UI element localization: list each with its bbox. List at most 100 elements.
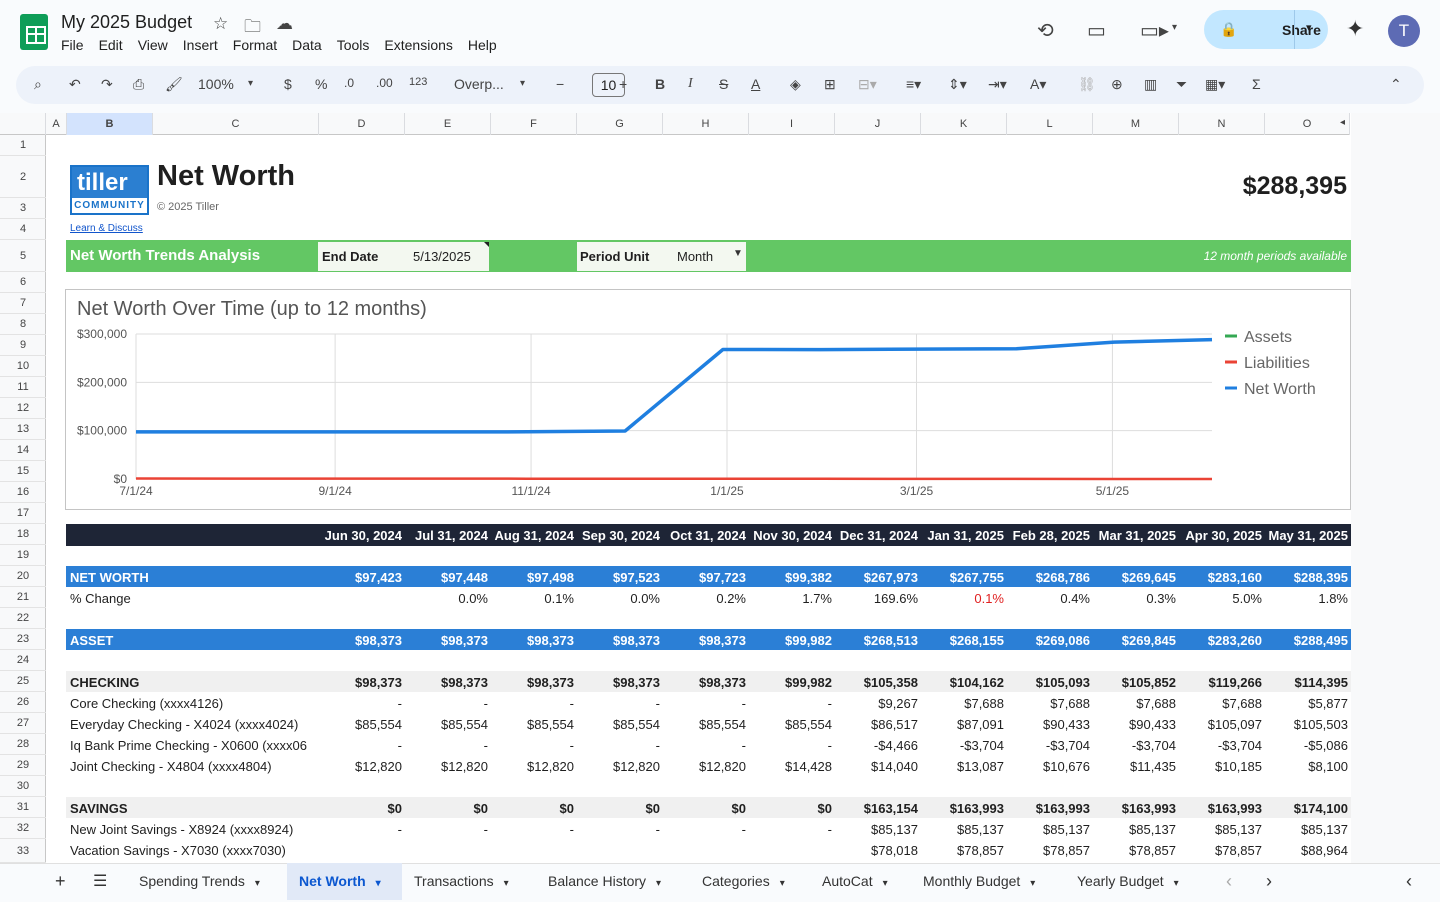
- table-cell[interactable]: $288,495: [1293, 633, 1348, 648]
- row-number[interactable]: 12: [0, 398, 46, 419]
- table-cell[interactable]: 0.4%: [1060, 591, 1090, 606]
- table-cell[interactable]: $98,373: [527, 675, 574, 690]
- table-cell[interactable]: $78,857: [1043, 843, 1090, 858]
- col-header-selected[interactable]: B: [67, 113, 153, 135]
- add-sheet-icon[interactable]: +: [55, 871, 66, 891]
- col-header[interactable]: N: [1179, 113, 1265, 135]
- table-cell[interactable]: -: [397, 738, 402, 753]
- row-number[interactable]: 1: [0, 135, 46, 156]
- currency-format[interactable]: $: [284, 76, 292, 92]
- table-cell[interactable]: $7,688: [1136, 696, 1176, 711]
- table-cell[interactable]: 1.7%: [802, 591, 832, 606]
- font-select[interactable]: Overp...: [454, 76, 504, 92]
- decrease-font-size-icon[interactable]: −: [556, 76, 565, 92]
- col-header[interactable]: O: [1265, 113, 1350, 135]
- avatar[interactable]: T: [1388, 15, 1420, 47]
- row-number[interactable]: 7: [0, 293, 46, 314]
- table-cell[interactable]: -$3,704: [1045, 738, 1090, 753]
- table-cell[interactable]: $10,676: [1043, 759, 1090, 774]
- document-title[interactable]: My 2025 Budget: [61, 12, 193, 32]
- table-cell[interactable]: $105,358: [863, 675, 918, 690]
- percent-format[interactable]: %: [315, 76, 328, 92]
- tabs-scroll-right-icon[interactable]: ›: [1266, 871, 1272, 891]
- table-cell[interactable]: -: [569, 738, 574, 753]
- table-cell[interactable]: $85,137: [1043, 822, 1090, 837]
- row-number[interactable]: 28: [0, 734, 46, 755]
- table-cell[interactable]: $7,688: [1050, 696, 1090, 711]
- col-header[interactable]: D: [319, 113, 405, 135]
- table-cell[interactable]: $98,373: [613, 633, 660, 648]
- row-number[interactable]: 32: [0, 818, 46, 839]
- table-cell[interactable]: $98,373: [699, 675, 746, 690]
- table-cell[interactable]: $85,554: [441, 717, 488, 732]
- comments-icon[interactable]: ▭: [1087, 20, 1106, 42]
- increase-decimal[interactable]: .00: [376, 76, 393, 90]
- table-cell[interactable]: $0: [387, 801, 402, 816]
- redo-icon[interactable]: ↷: [101, 76, 113, 92]
- vertical-align-icon[interactable]: ⇕▾: [948, 76, 967, 92]
- row-number[interactable]: 29: [0, 755, 46, 776]
- tab-autocat[interactable]: AutoCat ▾: [822, 873, 888, 889]
- horizontal-align-icon[interactable]: ≡▾: [906, 76, 922, 92]
- table-cell[interactable]: $10,185: [1215, 759, 1262, 774]
- table-cell[interactable]: 5.0%: [1232, 591, 1262, 606]
- col-header[interactable]: F: [491, 113, 577, 135]
- table-cell[interactable]: $268,786: [1035, 570, 1090, 585]
- row-number[interactable]: 26: [0, 692, 46, 713]
- table-cell[interactable]: $78,857: [1129, 843, 1176, 858]
- table-cell[interactable]: $283,260: [1207, 633, 1262, 648]
- increase-font-size-icon[interactable]: +: [619, 76, 628, 92]
- table-cell[interactable]: -$3,704: [1217, 738, 1262, 753]
- table-cell[interactable]: $78,857: [1215, 843, 1262, 858]
- select-all-corner[interactable]: [0, 113, 46, 135]
- search-menus-icon[interactable]: ⌕: [34, 76, 42, 92]
- move-folder-icon[interactable]: 🗀: [244, 17, 261, 36]
- table-cell[interactable]: $163,993: [1121, 801, 1176, 816]
- menu-tools[interactable]: Tools: [336, 37, 370, 53]
- undo-icon[interactable]: ↶: [69, 76, 81, 92]
- table-cell[interactable]: $0: [473, 801, 488, 816]
- col-header[interactable]: M: [1093, 113, 1179, 135]
- merge-cells-icon[interactable]: ⊟▾: [858, 76, 877, 92]
- fill-color-icon[interactable]: ◈: [790, 76, 801, 92]
- row-number[interactable]: 14: [0, 440, 46, 461]
- table-cell[interactable]: $163,993: [1035, 801, 1090, 816]
- table-cell[interactable]: 0.0%: [458, 591, 488, 606]
- table-cell[interactable]: $163,993: [1207, 801, 1262, 816]
- learn-discuss-link[interactable]: Learn & Discuss: [70, 223, 143, 234]
- sheets-logo[interactable]: [20, 14, 48, 50]
- meet-icon[interactable]: ▭▸: [1140, 20, 1169, 42]
- scroll-left-columns-icon[interactable]: ◂: [1340, 117, 1346, 128]
- table-cell[interactable]: $7,688: [964, 696, 1004, 711]
- table-cell[interactable]: -: [483, 696, 488, 711]
- print-icon[interactable]: ⎙: [133, 76, 145, 92]
- table-cell[interactable]: $0: [645, 801, 660, 816]
- table-cell[interactable]: $163,154: [863, 801, 918, 816]
- row-number[interactable]: 15: [0, 461, 46, 482]
- table-cell[interactable]: 0.0%: [630, 591, 660, 606]
- table-cell[interactable]: -: [827, 696, 832, 711]
- table-cell[interactable]: $85,554: [527, 717, 574, 732]
- col-header[interactable]: H: [663, 113, 749, 135]
- paint-format-icon[interactable]: 🖌: [165, 76, 183, 92]
- table-cell[interactable]: $85,554: [785, 717, 832, 732]
- menu-data[interactable]: Data: [292, 37, 322, 53]
- table-cell[interactable]: $87,091: [957, 717, 1004, 732]
- table-cell[interactable]: $268,513: [863, 633, 918, 648]
- collapse-toolbar-icon[interactable]: ⌃: [1390, 76, 1402, 92]
- cloud-status-icon[interactable]: ☁: [276, 14, 293, 33]
- table-cell[interactable]: -: [397, 696, 402, 711]
- table-cell[interactable]: $97,498: [527, 570, 574, 585]
- row-number[interactable]: 20: [0, 566, 46, 587]
- table-cell[interactable]: $85,137: [957, 822, 1004, 837]
- table-cell[interactable]: 169.6%: [873, 591, 918, 606]
- zoom-select[interactable]: 100%: [198, 76, 234, 92]
- table-cell[interactable]: $98,373: [613, 675, 660, 690]
- table-cell[interactable]: $105,503: [1293, 717, 1348, 732]
- insert-comment-icon[interactable]: ⊕: [1111, 76, 1123, 92]
- table-cell[interactable]: $119,266: [1208, 675, 1262, 690]
- table-cell[interactable]: -: [655, 738, 660, 753]
- tab-balance-history[interactable]: Balance History ▾: [548, 873, 662, 889]
- table-cell[interactable]: $114,395: [1294, 675, 1348, 690]
- table-cell[interactable]: -: [741, 822, 746, 837]
